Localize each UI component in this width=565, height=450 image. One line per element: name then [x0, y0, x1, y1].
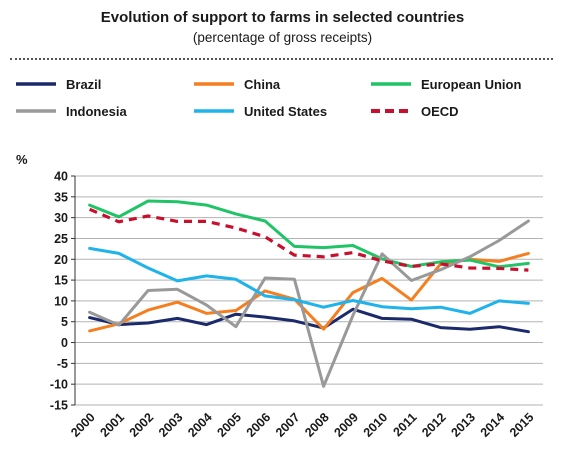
series-line-oecd: [88, 207, 529, 272]
legend-item-china: China: [192, 74, 280, 94]
legend-swatch-oecd: [371, 109, 411, 113]
x-tick-label: 2005: [214, 410, 244, 440]
x-tick-label: 2002: [127, 410, 157, 440]
y-tick-label: 0: [61, 336, 68, 350]
series-line-european-union: [88, 199, 530, 269]
series-line-china: [88, 251, 530, 333]
legend-item-united-states: United States: [192, 101, 327, 121]
series-line-united-states: [88, 246, 530, 315]
legend-swatch-china: [194, 82, 234, 86]
legend-label-oecd: OECD: [421, 103, 459, 119]
x-tick-label: 2000: [68, 410, 98, 440]
y-tick-label: 30: [54, 211, 68, 225]
legend-label-european-union: European Union: [421, 76, 522, 92]
legend-swatch-indonesia: [16, 109, 56, 113]
chart-title: Evolution of support to farms in selecte…: [100, 9, 465, 26]
x-tick-label: 2003: [156, 410, 186, 440]
x-tick-label: 2009: [331, 410, 361, 440]
x-tick-label: 2008: [302, 410, 332, 440]
y-tick-label: -5: [57, 357, 68, 371]
x-tick-label: 2004: [185, 410, 215, 440]
legend: Brazil China European Union Indonesia Un…: [14, 74, 554, 124]
legend-label-indonesia: Indonesia: [66, 103, 127, 119]
x-tick-label: 2007: [273, 410, 303, 440]
y-tick-label: 20: [54, 253, 68, 267]
y-tick-label: 10: [54, 294, 68, 308]
legend-label-china: China: [244, 76, 281, 92]
axes: [71, 175, 76, 406]
x-tick-label: 2012: [419, 410, 449, 440]
y-tick-label: 5: [61, 315, 68, 329]
legend-item-brazil: Brazil: [14, 74, 101, 94]
y-tick-label: -15: [50, 399, 68, 413]
y-tick-label: 25: [54, 232, 68, 246]
legend-label-united-states: United States: [244, 103, 328, 119]
y-tick-label: 15: [54, 274, 68, 288]
y-tick-label: 35: [54, 190, 68, 204]
chart-subtitle: (percentage of gross receipts): [192, 30, 373, 45]
legend-item-oecd: OECD: [369, 101, 459, 121]
legend-swatch-united-states: [194, 109, 234, 113]
series-lines: [88, 199, 530, 388]
grid-lines: [75, 175, 543, 406]
x-tick-label: 2010: [361, 410, 391, 440]
legend-swatch-european-union: [371, 82, 411, 86]
legend-item-indonesia: Indonesia: [14, 101, 127, 121]
x-tick-label: 2015: [507, 410, 537, 440]
x-tick-label: 2011: [390, 410, 419, 439]
y-axis-unit-label: %: [16, 152, 28, 167]
y-tick-label: 40: [54, 170, 68, 184]
x-tick-label: 2014: [478, 410, 508, 440]
series-line-indonesia: [88, 219, 530, 388]
x-tick-label: 2006: [244, 410, 274, 440]
title-separator: [10, 58, 553, 60]
x-tick-label: 2013: [448, 410, 478, 440]
legend-item-european-union: European Union: [369, 74, 521, 94]
legend-swatch-brazil: [16, 82, 56, 86]
series-line-brazil: [88, 307, 530, 334]
x-tick-label: 2001: [97, 410, 127, 440]
legend-label-brazil: Brazil: [66, 76, 102, 92]
y-tick-label: -10: [50, 378, 68, 392]
